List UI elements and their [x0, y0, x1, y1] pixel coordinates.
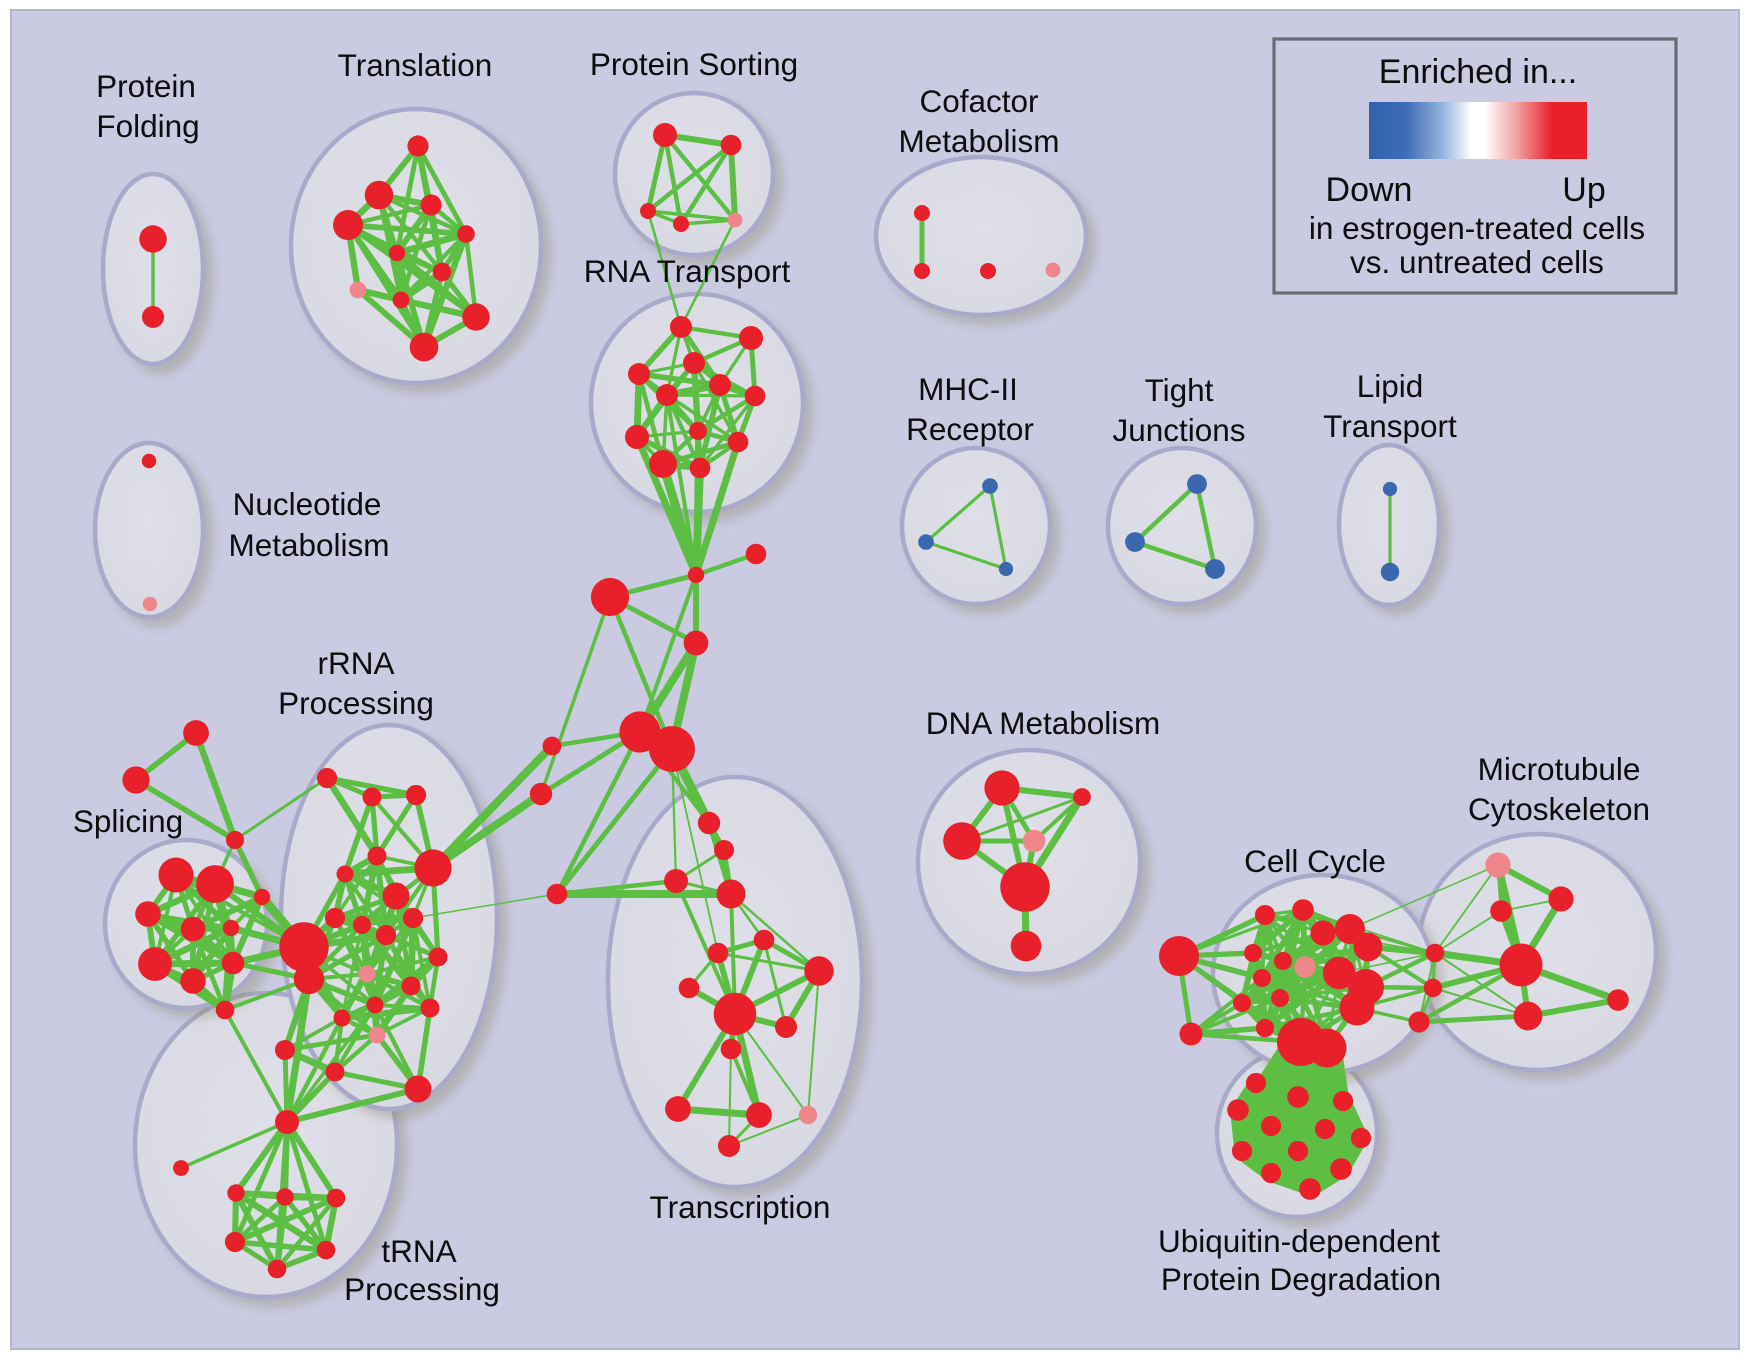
svg-text:RNA Transport: RNA Transport [584, 253, 791, 289]
svg-text:Metabolism: Metabolism [228, 527, 389, 563]
svg-text:Protein Degradation: Protein Degradation [1161, 1261, 1441, 1297]
svg-text:MHC-II: MHC-II [918, 371, 1018, 407]
svg-text:in estrogen-treated cells: in estrogen-treated cells [1309, 210, 1645, 246]
svg-text:tRNA: tRNA [381, 1233, 456, 1269]
svg-text:Protein Sorting: Protein Sorting [590, 46, 798, 82]
svg-text:Metabolism: Metabolism [898, 123, 1059, 159]
svg-text:Transport: Transport [1323, 408, 1457, 444]
svg-text:Cell Cycle: Cell Cycle [1244, 843, 1386, 879]
svg-text:Lipid: Lipid [1357, 368, 1424, 404]
svg-text:Nucleotide: Nucleotide [233, 486, 382, 522]
svg-text:vs. untreated cells: vs. untreated cells [1350, 244, 1604, 280]
svg-text:Translation: Translation [338, 47, 493, 83]
svg-text:Enriched in...: Enriched in... [1379, 53, 1577, 91]
svg-text:Up: Up [1562, 171, 1605, 209]
svg-text:Cytoskeleton: Cytoskeleton [1468, 791, 1650, 827]
svg-text:Processing: Processing [278, 685, 434, 721]
svg-text:rRNA: rRNA [318, 645, 395, 681]
svg-text:Tight: Tight [1145, 372, 1214, 408]
svg-text:Folding: Folding [96, 108, 199, 144]
svg-text:Junctions: Junctions [1112, 412, 1245, 448]
svg-text:Splicing: Splicing [73, 803, 183, 839]
svg-text:Cofactor: Cofactor [919, 83, 1038, 119]
svg-text:Protein: Protein [96, 68, 196, 104]
svg-text:Processing: Processing [344, 1271, 500, 1307]
svg-text:Microtubule: Microtubule [1478, 751, 1641, 787]
svg-text:Transcription: Transcription [650, 1189, 831, 1225]
svg-text:Ubiquitin-dependent: Ubiquitin-dependent [1158, 1223, 1440, 1259]
svg-text:Receptor: Receptor [906, 411, 1034, 447]
svg-text:DNA Metabolism: DNA Metabolism [926, 705, 1161, 741]
svg-text:Down: Down [1326, 171, 1413, 209]
